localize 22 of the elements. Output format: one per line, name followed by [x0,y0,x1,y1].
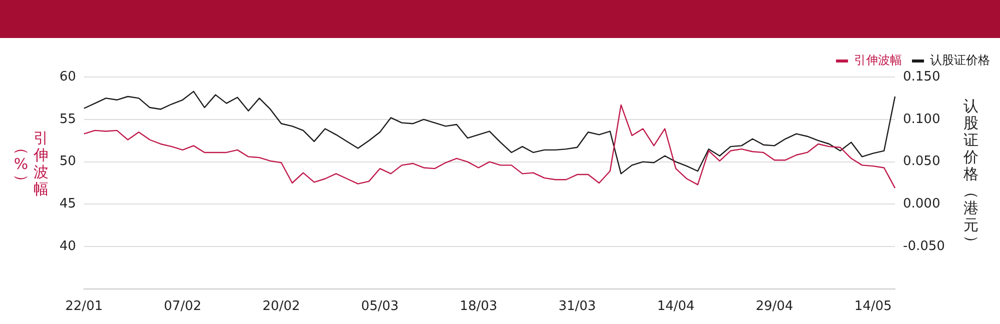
y2-tick-label: 0.000 [903,196,940,212]
x-tick-label: 29/04 [756,299,794,314]
y2-tick-label: 0.100 [903,112,940,127]
x-tick-label: 07/02 [164,299,202,314]
x-tick-label: 18/03 [460,299,498,314]
x-tick-label: 20/02 [262,299,300,314]
x-tick-label: 14/05 [854,299,892,314]
legend-label: 引伸波幅 [854,53,902,68]
y-tick-label: 60 [59,69,76,84]
text: 认股证价格（港元） [962,97,980,250]
y-tick-label: 50 [59,154,76,170]
y-tick-label: 45 [59,196,76,212]
y2-tick-label: 0.150 [903,69,940,84]
x-tick-label: 22/01 [65,299,103,314]
x-tick-label: 14/04 [657,299,695,314]
y2-tick-label: 0.050 [903,154,940,170]
y-tick-label: 40 [59,238,76,254]
x-tick-label: 05/03 [361,299,399,314]
x-tick-label: 31/03 [558,299,596,314]
y-tick-label: 55 [59,112,76,127]
legend-label: 认股证价格 [930,53,990,68]
y2-tick-label: -0.050 [903,238,945,254]
